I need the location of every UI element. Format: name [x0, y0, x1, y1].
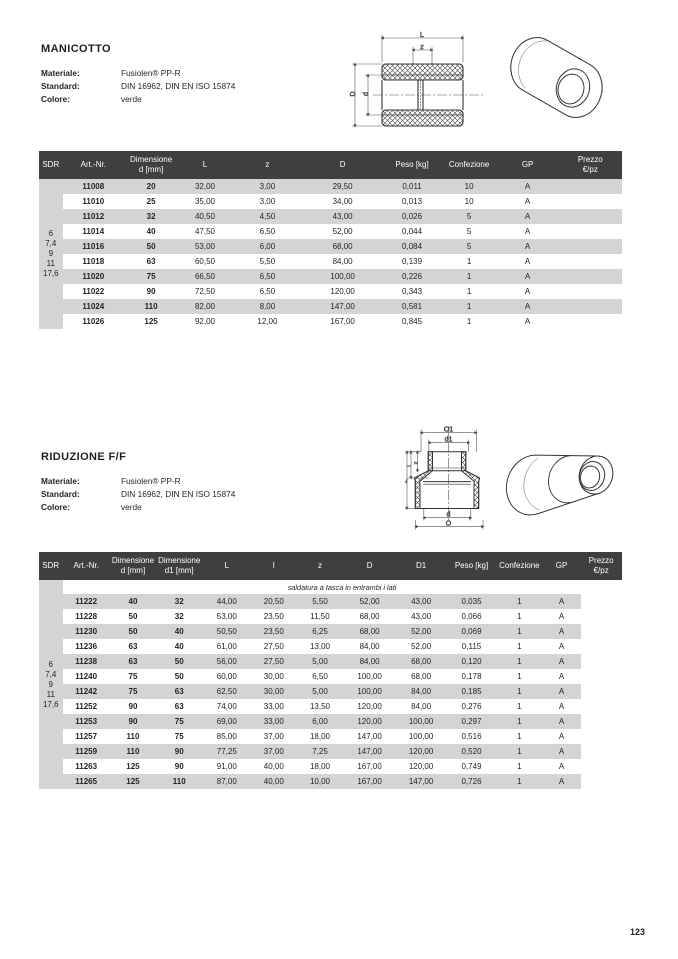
svg-text:O: O — [446, 521, 452, 528]
svg-text:l: l — [407, 465, 413, 466]
svg-text:d: d — [363, 92, 370, 96]
svg-text:L: L — [420, 32, 424, 39]
svg-text:z: z — [414, 461, 420, 464]
svg-text:z: z — [420, 44, 424, 51]
svg-text:D: D — [350, 91, 357, 96]
svg-text:L: L — [405, 479, 409, 483]
